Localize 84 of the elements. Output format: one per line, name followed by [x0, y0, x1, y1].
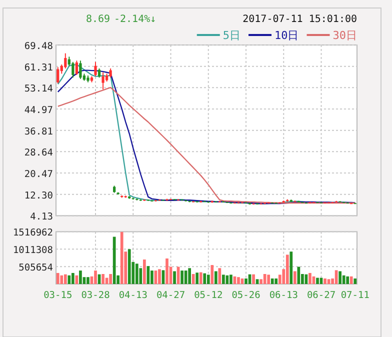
legend-label: 10日	[274, 29, 299, 42]
bar	[180, 270, 184, 284]
candlestick	[75, 60, 78, 76]
bar	[158, 269, 161, 284]
bar	[210, 265, 214, 284]
bar	[206, 274, 210, 284]
bar	[56, 272, 60, 284]
bar	[128, 249, 131, 284]
text: 2017-07-11 15:01:00	[242, 14, 357, 25]
candlestick	[72, 61, 74, 78]
y-tick-label: 1011308	[12, 245, 54, 256]
bar	[286, 254, 289, 284]
bar	[102, 274, 104, 284]
bar	[230, 274, 232, 284]
bar	[256, 279, 259, 284]
y-tick-label: 20.47	[24, 169, 53, 180]
candlestick	[94, 61, 97, 77]
text: 8.69	[86, 14, 110, 25]
bar	[79, 270, 82, 284]
bar	[252, 274, 255, 284]
y-tick-label: 53.14	[24, 84, 54, 95]
bar	[199, 272, 202, 284]
bar	[346, 276, 350, 284]
bar	[274, 278, 278, 284]
candlestick	[98, 68, 101, 78]
bar	[354, 278, 357, 284]
bar	[338, 271, 342, 284]
bar	[192, 274, 195, 284]
bar	[316, 278, 319, 284]
bar	[109, 274, 112, 284]
bar	[188, 268, 191, 284]
x-tick-label: 07-11	[340, 290, 370, 301]
legend-label: 30日	[332, 29, 357, 42]
bar	[218, 268, 222, 284]
x-tick-label: 05-26	[232, 290, 261, 301]
bar	[64, 274, 67, 284]
x-tick-label: 04-13	[118, 290, 148, 301]
y-tick-label: 61.31	[24, 62, 54, 74]
y-tick-label: 12.30	[24, 190, 54, 202]
bar	[142, 260, 146, 284]
bar	[324, 278, 326, 284]
bar	[196, 272, 199, 284]
bar	[244, 278, 248, 284]
y-tick-label: 1516962	[12, 228, 53, 239]
candlestick	[109, 68, 112, 78]
y-tick-label: 36.81	[24, 126, 54, 138]
x-tick-label: 03-15	[44, 290, 72, 301]
x-tick-label: 03-28	[81, 290, 110, 301]
x-tick-label: 06-13	[269, 290, 298, 301]
bar	[342, 275, 346, 284]
bar	[166, 258, 168, 284]
bar	[270, 278, 274, 284]
bar	[94, 270, 97, 284]
bar	[72, 272, 74, 284]
bar	[308, 272, 312, 284]
bar	[267, 274, 270, 284]
candlestick	[79, 60, 82, 80]
y-tick-label: 44.97	[24, 105, 53, 116]
candlestick	[64, 52, 67, 69]
bar	[86, 277, 90, 284]
bar	[214, 271, 218, 284]
bar	[350, 276, 353, 284]
bar	[203, 273, 206, 284]
x-tick-label: 05-12	[194, 290, 223, 301]
bar	[173, 271, 176, 284]
y-tick-label: 28.64	[24, 148, 54, 159]
legend-label: 5日	[222, 29, 240, 42]
candlestick	[56, 66, 60, 84]
bar	[60, 275, 64, 284]
y-tick-label: 69.48	[24, 41, 54, 52]
bar	[237, 277, 240, 284]
bar	[327, 279, 330, 284]
bar	[135, 264, 138, 284]
x-tick-label: 04-27	[156, 290, 186, 301]
bar	[120, 232, 124, 284]
candlestick	[102, 72, 104, 90]
text: -2.14%↓	[114, 14, 156, 25]
y-tick-label: 4.13	[30, 212, 53, 223]
bar	[68, 275, 71, 284]
bar	[222, 274, 225, 284]
bar	[293, 271, 296, 284]
y-tick-label: 505654	[18, 262, 54, 274]
bar	[290, 252, 293, 284]
x-tick-label: 06-27	[306, 290, 336, 301]
